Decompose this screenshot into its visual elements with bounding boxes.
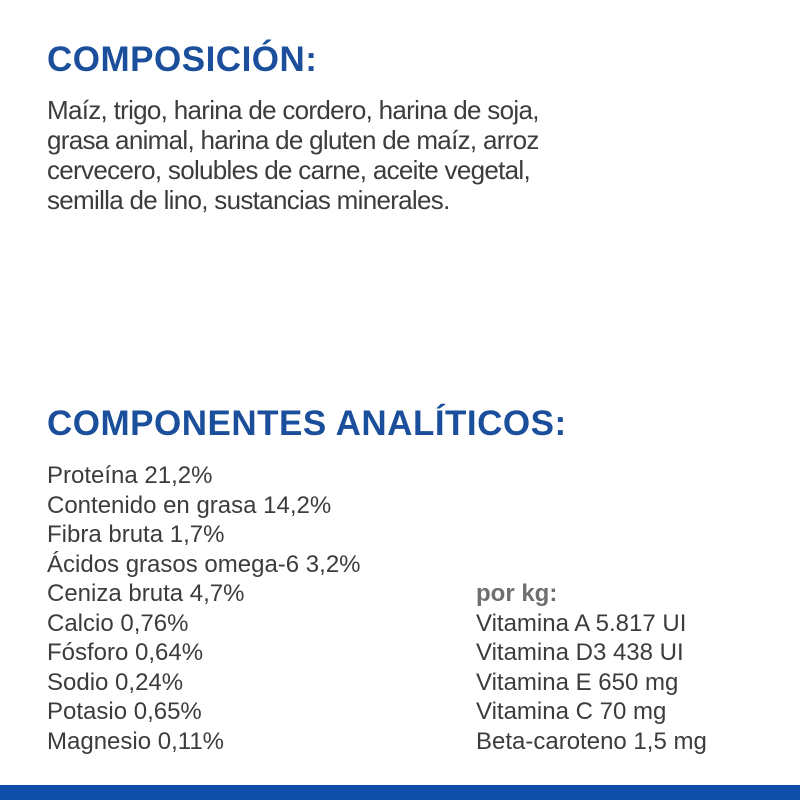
list-item: Fibra bruta 1,7% (47, 521, 225, 548)
list-item: Sodio 0,24% (47, 668, 184, 696)
per-kg-label: por kg: (476, 580, 558, 607)
list-item: Beta-caroteno 1,5 mg (476, 727, 707, 755)
list-item: Proteína 21,2% (47, 462, 213, 489)
analiticos-heading: COMPONENTES ANALÍTICOS: (47, 404, 567, 443)
composicion-text: Maíz, trigo, harina de cordero, harina d… (47, 95, 539, 215)
list-item: Vitamina A 5.817 UI (476, 609, 687, 637)
list-item: Vitamina D3 438 UI (476, 639, 684, 666)
composicion-line: grasa animal, harina de gluten de maíz, … (47, 125, 539, 155)
composicion-heading: COMPOSICIÓN: (47, 40, 318, 79)
list-item: Ácidos grasos omega-6 3,2% (47, 550, 361, 578)
list-item: Vitamina E 650 mg (476, 668, 679, 696)
list-item: Magnesio 0,11% (47, 727, 224, 755)
analiticos-list: Proteína 21,2% Contenido en grasa 14,2% … (47, 461, 361, 756)
list-item: Ceniza bruta 4,7% (47, 580, 245, 607)
list-item: Fósforo 0,64% (47, 639, 204, 666)
list-item: Vitamina C 70 mg (476, 698, 667, 725)
list-item: Potasio 0,65% (47, 698, 202, 725)
list-item: Calcio 0,76% (47, 609, 189, 637)
composicion-line: semilla de lino, sustancias minerales. (47, 185, 450, 215)
list-item: Contenido en grasa 14,2% (47, 491, 332, 519)
composicion-line: Maíz, trigo, harina de cordero, harina d… (47, 95, 539, 125)
composicion-line: cervecero, solubles de carne, aceite veg… (47, 155, 531, 185)
bottom-bar (0, 785, 800, 800)
vitamins-list: por kg: Vitamina A 5.817 UI Vitamina D3 … (476, 579, 707, 756)
